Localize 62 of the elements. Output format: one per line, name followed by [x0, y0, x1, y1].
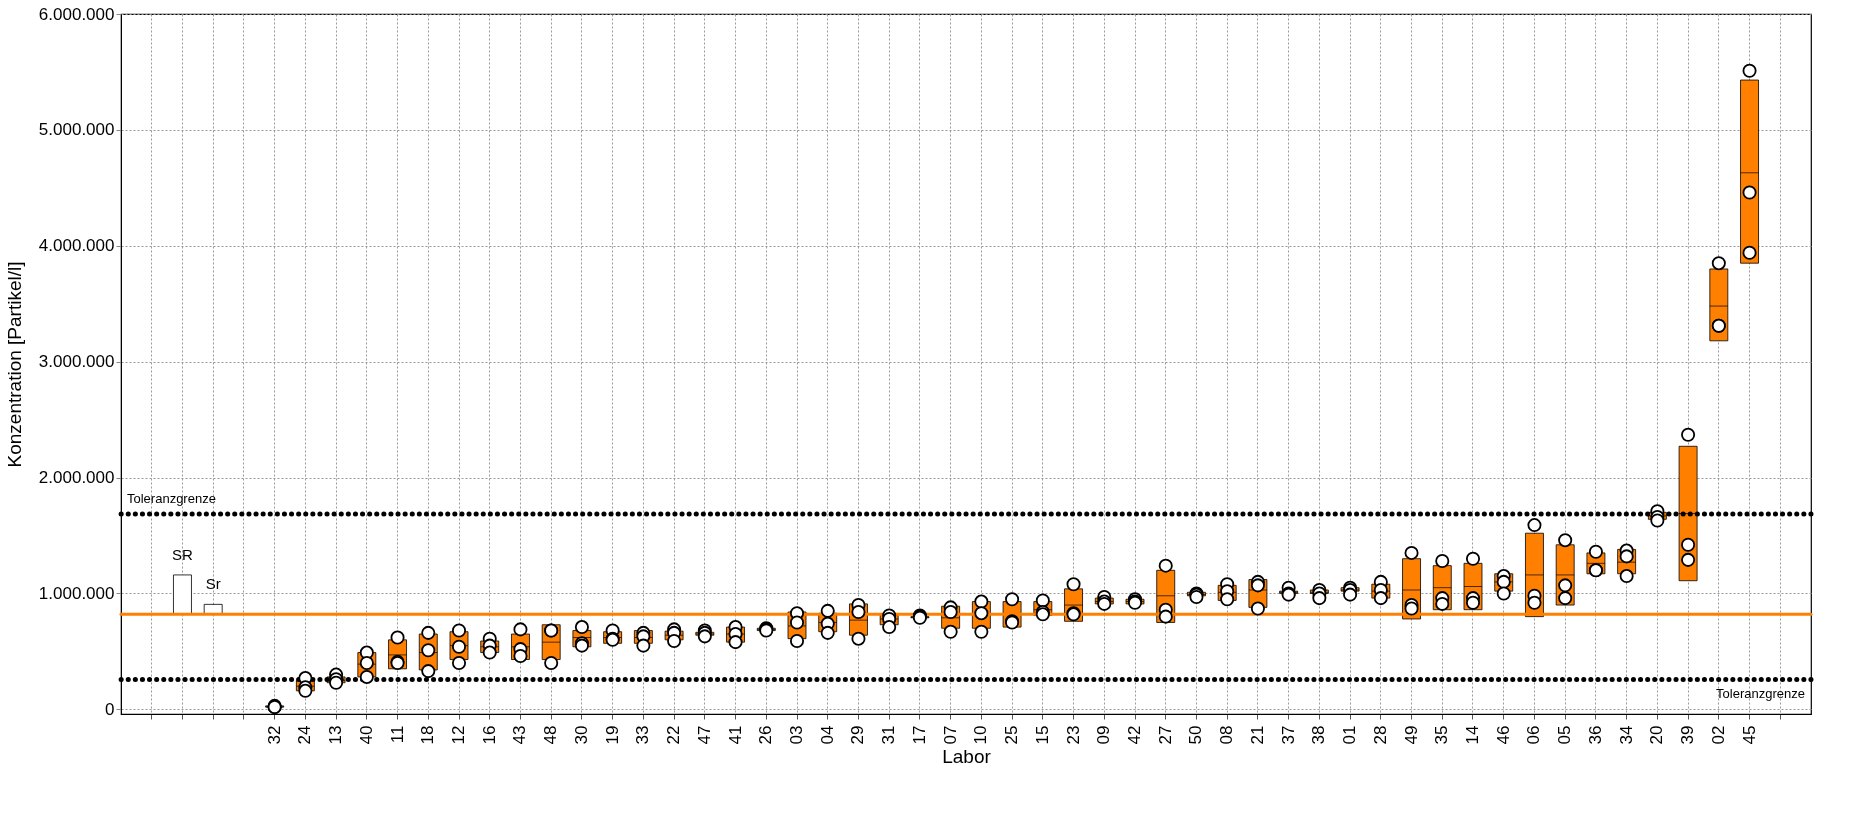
x-axis-title: Labor — [942, 746, 992, 768]
x-tick-label: 09 — [1094, 725, 1114, 745]
x-tick-label: 06 — [1524, 725, 1544, 745]
x-tick-label: 08 — [1217, 725, 1237, 745]
x-tick-label: 16 — [479, 725, 499, 745]
x-tick-label: 11 — [387, 725, 407, 744]
x-tick-label: 41 — [725, 725, 745, 745]
x-tick-label: 03 — [787, 725, 806, 745]
x-tick-label: 25 — [1002, 725, 1022, 745]
x-tick-label: 17 — [909, 725, 929, 745]
y-tick-label: 2.000.000 — [38, 468, 115, 488]
x-tick-label: 38 — [1309, 725, 1329, 745]
x-tick-label: 40 — [356, 725, 376, 745]
x-tick-label: 24 — [295, 725, 315, 745]
y-tick-label: 3.000.000 — [38, 352, 115, 372]
x-tick-label: 21 — [1247, 725, 1267, 745]
x-tick-label: 01 — [1340, 725, 1360, 745]
x-tick-label: 42 — [1125, 725, 1144, 745]
x-tick-label: 34 — [1616, 725, 1636, 745]
x-tick-label: 12 — [449, 725, 468, 745]
x-tick-label: 05 — [1555, 725, 1575, 745]
x-tick-label: 14 — [1463, 725, 1482, 745]
x-tick-label: 35 — [1432, 725, 1452, 745]
y-tick-label: 1.000.000 — [38, 583, 115, 603]
x-tick-label: 22 — [664, 725, 684, 745]
x-tick-label: 15 — [1032, 725, 1052, 745]
annotation: Sr — [205, 575, 221, 593]
x-tick-label: 47 — [694, 725, 714, 745]
x-tick-label: 30 — [571, 725, 591, 745]
x-tick-label: 28 — [1370, 725, 1390, 745]
ref-line-label: Toleranzgrenze — [1716, 685, 1805, 701]
ref-line-label: Toleranzgrenze — [127, 490, 216, 506]
annotation: SR — [172, 545, 194, 563]
x-tick-label: 07 — [940, 725, 960, 745]
x-tick-label: 33 — [633, 725, 653, 745]
x-tick-label: 23 — [1063, 725, 1083, 745]
x-tick-label: 32 — [264, 725, 284, 745]
y-tick-label: 0 — [105, 699, 115, 719]
x-tick-label: 27 — [1155, 725, 1175, 745]
x-tick-label: 04 — [817, 725, 837, 745]
x-tick-label: 29 — [848, 725, 868, 745]
x-tick-label: 31 — [879, 725, 899, 745]
x-tick-label: 18 — [418, 725, 438, 745]
y-tick-label: 4.000.000 — [38, 236, 115, 256]
x-tick-label: 48 — [541, 725, 561, 745]
x-tick-label: 45 — [1739, 725, 1759, 745]
x-tick-label: 37 — [1278, 725, 1298, 745]
x-tick-label: 50 — [1186, 725, 1206, 745]
x-tick-label: 10 — [971, 725, 991, 745]
x-tick-label: 02 — [1708, 725, 1728, 745]
x-tick-label: 26 — [756, 725, 776, 745]
x-tick-label: 13 — [326, 725, 346, 745]
y-tick-label: 6.000.000 — [38, 4, 115, 24]
x-tick-label: 43 — [510, 725, 530, 745]
x-tick-label: 49 — [1401, 725, 1421, 745]
y-tick-label: 5.000.000 — [38, 120, 115, 140]
y-axis-title: Konzentration [Partikel/l] — [3, 261, 25, 468]
x-tick-label: 36 — [1585, 725, 1605, 745]
x-tick-label: 39 — [1678, 725, 1698, 745]
x-tick-label: 46 — [1493, 725, 1513, 745]
x-tick-label: 19 — [602, 725, 622, 745]
x-tick-label: 20 — [1647, 725, 1667, 745]
